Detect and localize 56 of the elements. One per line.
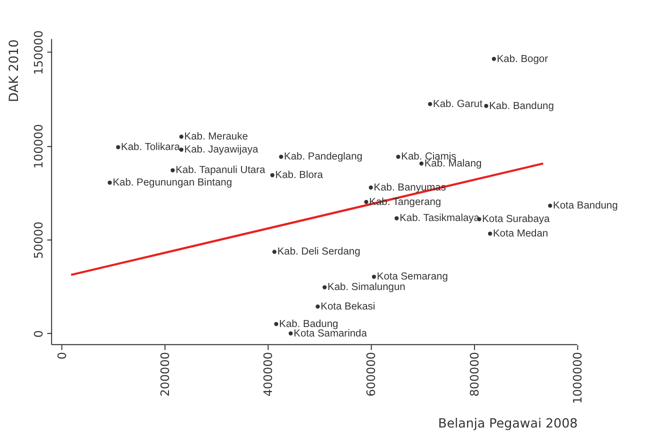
point <box>288 331 293 336</box>
point <box>368 185 373 190</box>
point <box>488 232 492 236</box>
point <box>394 216 399 220</box>
point <box>179 134 184 139</box>
point <box>396 154 400 159</box>
point <box>492 56 496 61</box>
data-label: Kab. Badung <box>279 318 339 330</box>
data-label: Kab. Malang <box>424 158 482 170</box>
data-label: Kab. Blora <box>275 170 324 182</box>
data-label: Kota Samarinda <box>294 328 368 340</box>
point <box>419 161 424 166</box>
x-axis-title: Belanja Pegawai 2008 <box>438 415 578 430</box>
data-label: Kab. Jayawijaya <box>184 144 258 156</box>
point <box>548 204 552 208</box>
point <box>272 250 276 254</box>
point <box>274 322 278 326</box>
y-tick-label: 100000 <box>31 124 46 169</box>
data-label: Kab. Merauke <box>184 132 248 143</box>
data-label: Kota Bekasi <box>320 301 376 312</box>
point <box>170 168 175 172</box>
data-label: Kab. Simalungun <box>328 282 406 294</box>
point <box>364 200 368 204</box>
x-tick-label: 600000 <box>364 352 378 397</box>
point <box>484 104 488 108</box>
point <box>108 180 112 185</box>
x-tick-label: 200000 <box>158 352 172 397</box>
data-label: Kota Surabaya <box>482 214 550 226</box>
data-label: Kab. Bogor <box>496 54 549 65</box>
data-label: Kab. Bandung <box>489 100 554 112</box>
data-label: Kota Semarang <box>376 272 448 283</box>
point <box>279 154 284 159</box>
data-label: Kab. Pandeglang <box>284 152 363 163</box>
x-tick-label: 1000000 <box>570 352 585 404</box>
data-label: Kota Bandung <box>553 200 618 212</box>
point <box>428 102 432 106</box>
y-axis-title: DAK 2010 <box>6 40 22 102</box>
y-tick-label: 0 <box>31 330 46 338</box>
data-label: Kab. Garut <box>433 98 483 110</box>
data-label: Kab. Deli Serdang <box>277 246 361 258</box>
point <box>316 304 320 309</box>
data-label: Kab. Pegunungan Bintang <box>112 178 232 189</box>
y-tick-label: 50000 <box>31 222 46 259</box>
data-label: Kota Medan <box>492 228 548 240</box>
x-tick-label: 0 <box>54 352 69 360</box>
point <box>372 274 376 279</box>
x-tick-label: 800000 <box>467 352 482 397</box>
data-label: Kab. Tapanuli Utara <box>176 165 266 176</box>
point <box>116 145 120 150</box>
y-tick-label: 150000 <box>31 30 46 75</box>
point <box>270 173 274 178</box>
data-label: Kab. Tolikara <box>121 142 180 154</box>
point <box>322 285 327 290</box>
point <box>179 148 184 152</box>
x-tick-label: 400000 <box>261 352 276 397</box>
data-label: Kab. Tasikmalaya <box>400 213 480 224</box>
